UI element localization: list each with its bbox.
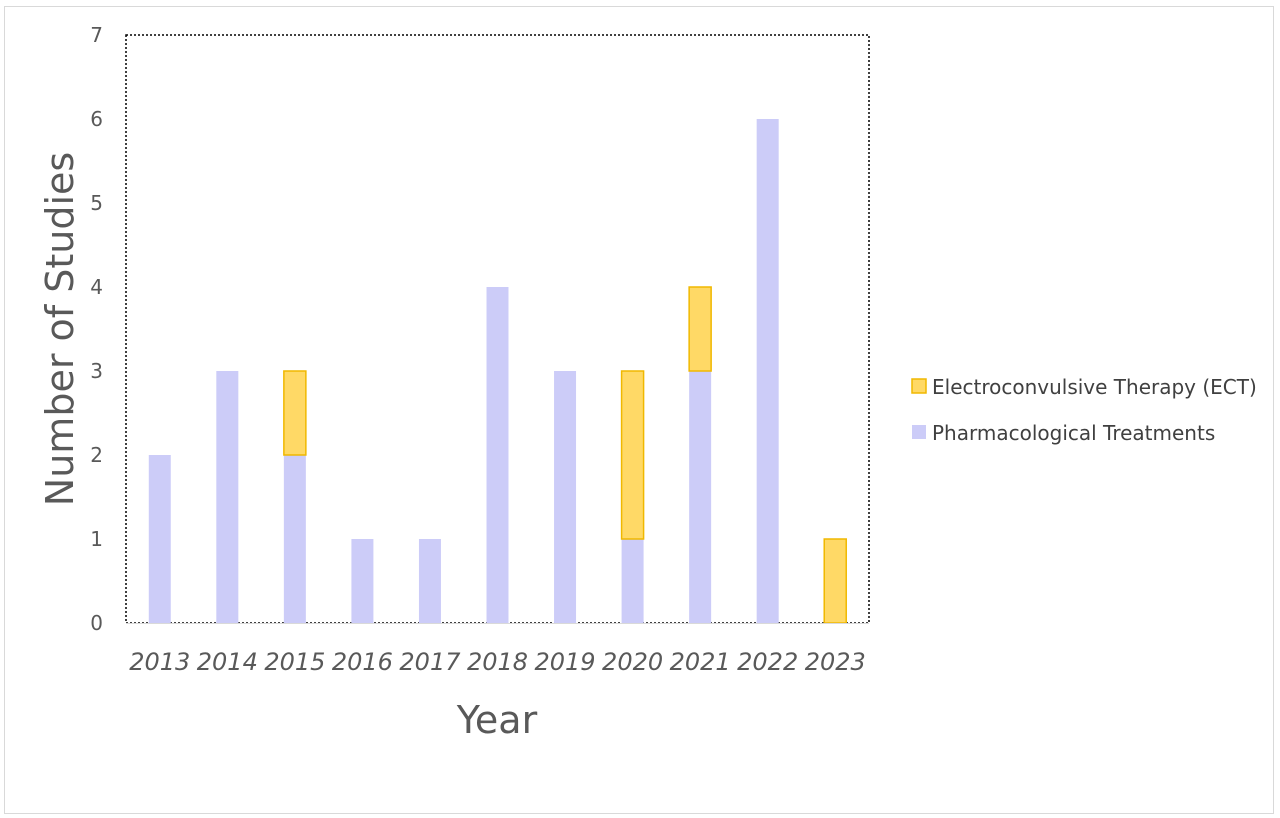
x-tick-2023: 2023	[805, 648, 866, 676]
bar-pharmacological-2021	[689, 371, 712, 623]
y-tick-4: 4	[90, 275, 103, 299]
bar-ect-2020	[620, 370, 645, 540]
y-tick-3: 3	[90, 359, 103, 383]
x-tick-2022: 2022	[737, 648, 798, 676]
bar-ect-2023	[823, 538, 847, 624]
y-tick-1: 1	[90, 527, 103, 551]
x-tick-2017: 2017	[399, 648, 461, 676]
y-axis-title: Number of Studies	[38, 152, 82, 506]
x-axis-title: Year	[456, 698, 538, 742]
y-tick-6: 6	[90, 107, 103, 131]
y-tick-0: 0	[90, 611, 103, 635]
bar-pharmacological-2015	[283, 455, 306, 623]
bar-pharmacological-2022	[756, 119, 779, 623]
bar-pharmacological-2016	[351, 539, 374, 623]
y-tick-labels: 0 1 2 3 4 5 6 7	[90, 23, 103, 635]
bar-pharmacological-2014	[216, 371, 239, 623]
x-tick-2016: 2016	[332, 648, 393, 676]
legend-label-ect: Electroconvulsive Therapy (ECT)	[932, 375, 1257, 399]
legend-label-pharmacological: Pharmacological Treatments	[932, 421, 1215, 445]
bar-ect-2015	[283, 370, 307, 456]
bar-pharmacological-2013	[148, 455, 171, 623]
plot-area-border	[125, 34, 870, 624]
bar-pharmacological-2018	[486, 287, 509, 623]
x-tick-2018: 2018	[467, 648, 528, 676]
y-tick-7: 7	[90, 23, 103, 47]
chart-frame	[4, 6, 1274, 814]
x-tick-2014: 2014	[197, 648, 258, 676]
y-tick-5: 5	[90, 191, 103, 215]
bar-ect-2021	[688, 286, 712, 372]
x-tick-labels: 2013 2014 2015 2016 2017 2018 2019 2020 2021 2022…	[129, 648, 866, 676]
bar-pharmacological-2019	[554, 371, 577, 623]
bars-group	[148, 119, 847, 624]
legend-swatch-ect	[911, 378, 927, 394]
x-tick-2013: 2013	[129, 648, 190, 676]
bar-pharmacological-2020	[621, 539, 644, 623]
bar-pharmacological-2017	[418, 539, 441, 623]
x-tick-2020: 2020	[602, 648, 663, 676]
x-tick-2021: 2021	[670, 648, 731, 676]
legend: Electroconvulsive Therapy (ECT) Pharmacol…	[911, 375, 1257, 445]
y-tick-2: 2	[90, 443, 103, 467]
legend-swatch-pharmacological	[912, 425, 926, 439]
x-tick-2019: 2019	[535, 648, 596, 676]
x-tick-2015: 2015	[264, 648, 325, 676]
